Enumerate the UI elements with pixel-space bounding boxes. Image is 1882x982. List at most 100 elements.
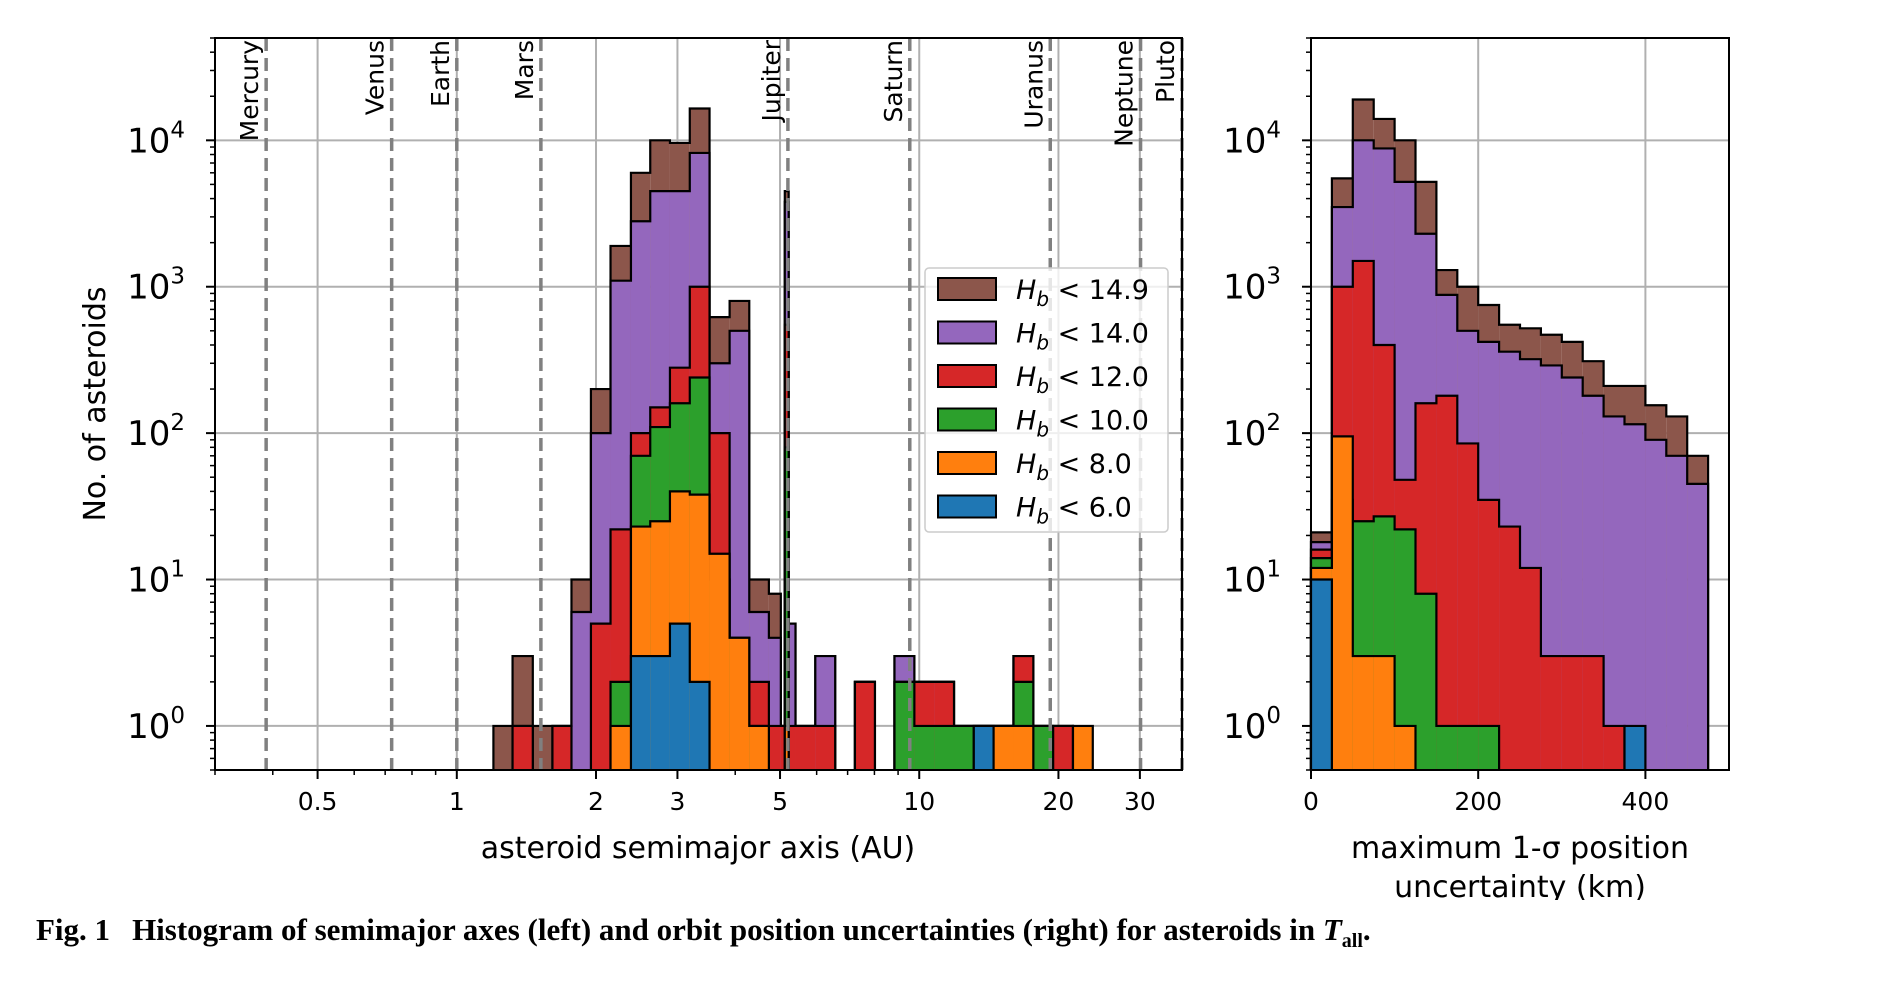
left-bar (669, 623, 690, 770)
right-bar (1352, 656, 1374, 770)
right-bar (1603, 725, 1625, 770)
right-bar (1478, 499, 1500, 770)
left-bar (788, 623, 796, 770)
left-bar (493, 725, 513, 770)
left-bar (689, 681, 710, 770)
right-bar (1457, 725, 1479, 770)
right-bar (1624, 725, 1646, 770)
left-axis-ticks: 100 101 102 103 104 0.5 1 2 3 5 10 20 30 (127, 37, 1156, 816)
planet-label-mercury: Mercury (235, 40, 264, 142)
left-x-tick-label: 2 (588, 787, 604, 816)
right-histogram-bars (1309, 98, 1710, 771)
left-bar (993, 725, 1014, 770)
left-x-tick-label: 20 (1043, 787, 1075, 816)
right-bar (1520, 567, 1541, 770)
planet-label-mars: Mars (510, 40, 539, 100)
left-bar (1033, 725, 1054, 770)
left-bar (954, 725, 974, 770)
right-y-tick-label: 101 (1223, 557, 1281, 601)
left-bar (749, 725, 769, 770)
right-bar (1499, 526, 1520, 770)
left-x-tick-label: 10 (903, 787, 935, 816)
left-bar (854, 681, 875, 770)
right-x-tick-label: 400 (1622, 787, 1670, 816)
figure: Mercury Venus Earth Mars Jupiter Saturn Uranus… (78, 37, 1730, 900)
left-y-tick-label: 101 (127, 557, 185, 601)
left-bar (650, 656, 670, 770)
right-bar (1561, 656, 1583, 770)
caption-symbol: T (1322, 912, 1342, 947)
right-axis-ticks: 100 101 102 103 104 0 200 400 (1223, 37, 1670, 816)
legend-swatch (937, 451, 997, 475)
right-series-outline (1309, 259, 1626, 770)
left-bar (590, 623, 611, 770)
right-y-tick-label: 103 (1223, 264, 1281, 308)
right-bar (1687, 483, 1709, 770)
left-bar (610, 725, 631, 770)
left-bar (768, 637, 781, 770)
planet-label-pluto: Pluto (1151, 40, 1180, 103)
right-bar (1478, 725, 1500, 770)
right-bar (1540, 656, 1562, 770)
left-bar (709, 553, 730, 770)
right-bar (1331, 436, 1353, 770)
legend-swatch (937, 494, 997, 519)
legend-swatch (937, 364, 997, 388)
left-panel: Mercury Venus Earth Mars Jupiter Saturn Uranus… (78, 37, 1184, 866)
planet-label-earth: Earth (426, 40, 455, 107)
right-plot-frame (1310, 37, 1730, 771)
right-bar (1645, 439, 1667, 770)
left-bar (973, 725, 994, 770)
right-bar (1624, 424, 1646, 770)
left-x-tick-label: 1 (449, 787, 465, 816)
caption-subscript: all (1341, 930, 1363, 953)
left-x-axis-label: asteroid semimajor axis (AU) (481, 831, 916, 866)
right-bar (1394, 529, 1416, 770)
right-y-tick-label: 102 (1223, 410, 1281, 454)
left-y-tick-label: 104 (127, 117, 185, 161)
right-y-tick-label: 100 (1223, 703, 1281, 747)
legend: Hb < 14.9 Hb < 14.0 Hb < 12.0 Hb < 10.0 Hb <… (924, 267, 1169, 533)
right-series-outline (1309, 435, 1417, 770)
legend-label: Hb < 8.0 (1016, 449, 1132, 485)
right-bar (1415, 593, 1437, 770)
left-bar (914, 725, 935, 770)
right-bar (1582, 656, 1604, 770)
left-bar (1072, 725, 1093, 770)
left-series-outline (511, 285, 1075, 770)
left-bar (512, 725, 533, 770)
figure-caption: Fig. 1 Histogram of semimajor axes (left)… (36, 912, 1856, 953)
planet-label-uranus: Uranus (1019, 40, 1048, 129)
planet-label-jupiter: Jupiter (757, 39, 786, 123)
legend-label: Hb < 12.0 (1016, 362, 1149, 398)
left-bar (1053, 725, 1073, 770)
right-bar (1436, 725, 1458, 770)
left-bar (552, 725, 572, 770)
planet-label-saturn: Saturn (879, 40, 908, 123)
left-x-tick-label: 0.5 (298, 787, 338, 816)
left-bar (571, 612, 591, 770)
left-y-tick-label: 103 (127, 264, 185, 308)
left-x-tick-label: 30 (1124, 787, 1156, 816)
left-bar (768, 725, 781, 770)
right-bar (1457, 443, 1479, 770)
caption-end: . (1362, 912, 1371, 947)
right-x-axis-label-line1: maximum 1-σ position (1351, 831, 1689, 866)
left-series-outline (629, 622, 995, 770)
left-bar (630, 656, 651, 770)
left-bar (815, 725, 836, 770)
left-bar (729, 637, 750, 770)
caption-text: Histogram of semimajor axes (left) and o… (132, 912, 1323, 947)
right-bar (1311, 579, 1332, 770)
left-bar (788, 725, 796, 770)
left-plot-frame (214, 37, 1183, 771)
right-x-tick-label: 0 (1303, 787, 1319, 816)
right-bar (1666, 455, 1688, 770)
planet-label-neptune: Neptune (1110, 40, 1139, 147)
left-y-tick-label: 102 (127, 410, 185, 454)
legend-label: Hb < 14.9 (1016, 275, 1149, 311)
caption-number: Fig. 1 (36, 912, 111, 947)
right-bar (1436, 395, 1458, 770)
left-bar (780, 725, 785, 770)
legend-swatch (937, 320, 997, 345)
